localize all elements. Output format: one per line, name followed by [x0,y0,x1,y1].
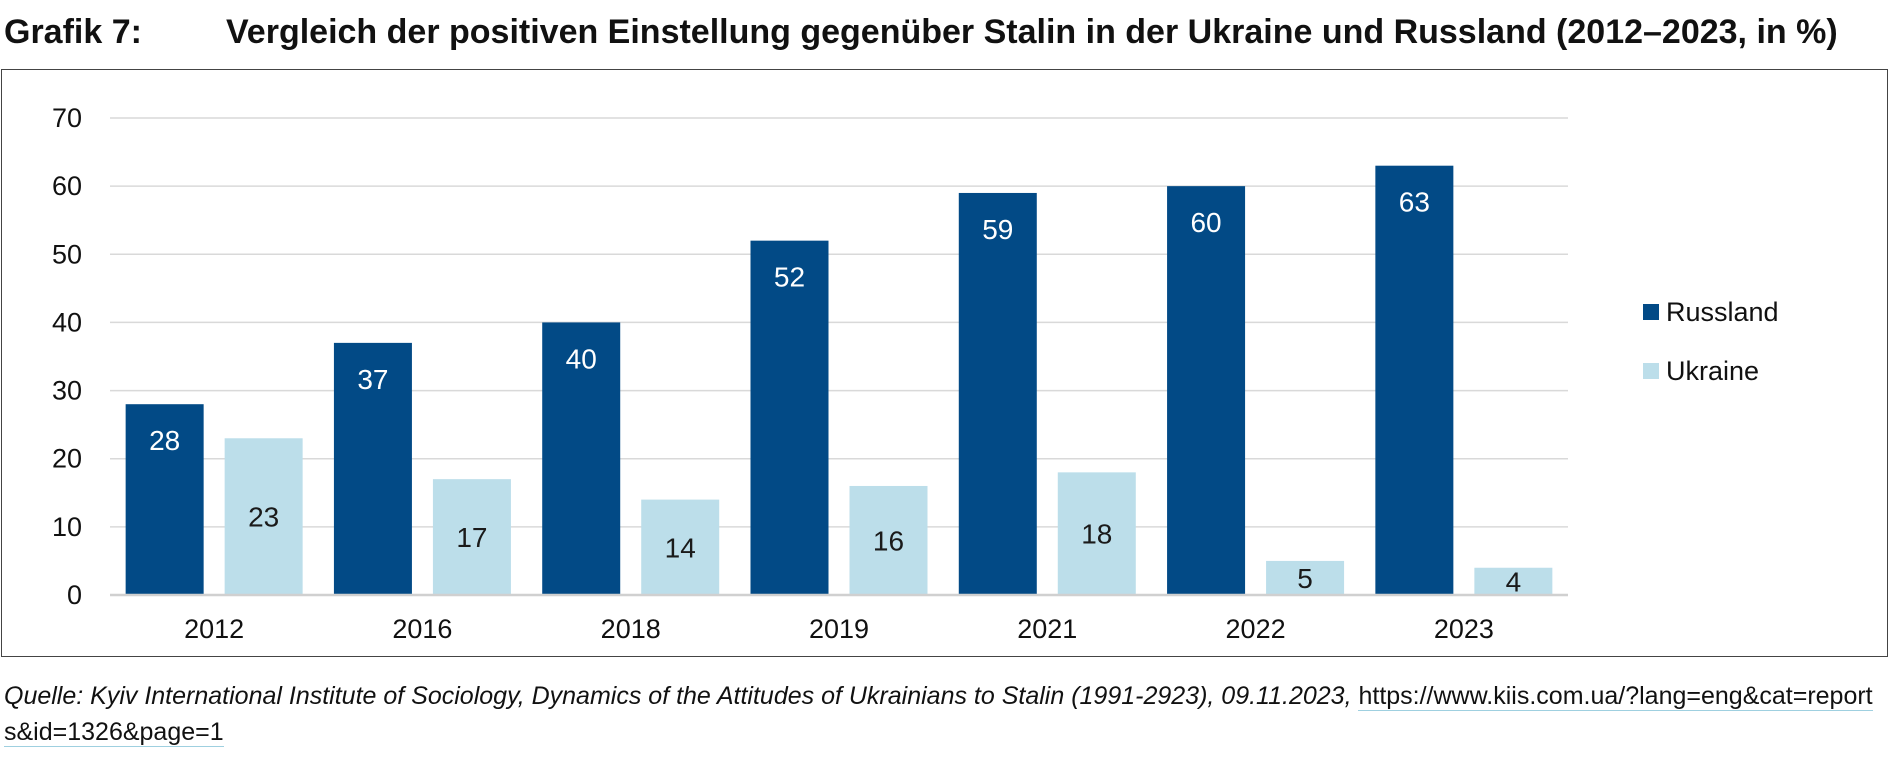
y-tick-label: 60 [52,171,82,201]
bar-chart: 28 23 37 17 40 14 52 16 59 18 60 5 63 4 0 10 20 30 40 50 60… [52,103,1779,644]
legend-swatch-ukraine [1643,363,1659,379]
figure-label: Grafik 7: [4,13,142,51]
data-label-ukraine-2012: 23 [248,502,279,533]
legend-label-russland: Russland [1666,297,1779,327]
bar-ukraine-2012 [224,438,303,595]
chart-title: Vergleich der positiven Einstellung gege… [226,13,1838,51]
y-tick-label: 70 [52,103,82,133]
y-tick-label: 0 [67,580,82,610]
bar-russland-2012 [125,404,204,595]
x-tick-label: 2023 [1434,614,1494,644]
legend-label-ukraine: Ukraine [1666,356,1759,386]
source-note: Quelle: Kyiv International Institute of … [4,678,1884,750]
data-label-russland-2021: 59 [982,214,1013,245]
bar-ukraine-2018 [641,499,720,595]
bar-russland-2016 [333,342,412,595]
x-tick-label: 2012 [184,614,244,644]
bar-russland-2022 [1167,186,1246,595]
data-label-ukraine-2022: 5 [1297,563,1313,594]
y-tick-label: 20 [52,444,82,474]
chart-title-row: Grafik 7: Vergleich der positiven Einste… [4,6,1887,58]
y-tick-label: 50 [52,239,82,269]
x-tick-label: 2021 [1017,614,1077,644]
bar-ukraine-2023 [1474,567,1553,595]
bar-russland-2019 [750,240,829,595]
bar-ukraine-2019 [849,485,928,595]
bar-ukraine-2016 [432,479,511,595]
bar-russland-2023 [1375,165,1454,595]
data-label-ukraine-2016: 17 [456,522,487,553]
data-label-russland-2016: 37 [357,364,388,395]
chart-frame: 28 23 37 17 40 14 52 16 59 18 60 5 63 4 0 10 20 30 40 50 60… [1,69,1888,657]
bar-russland-2021 [958,192,1037,595]
x-tick-label: 2018 [601,614,661,644]
y-tick-label: 30 [52,376,82,406]
data-label-russland-2018: 40 [566,343,597,374]
x-tick-label: 2016 [392,614,452,644]
data-label-russland-2019: 52 [774,262,805,293]
data-label-russland-2023: 63 [1399,187,1430,218]
data-label-russland-2022: 60 [1190,207,1221,238]
bar-russland-2018 [542,322,621,595]
source-text: Quelle: Kyiv International Institute of … [4,682,1352,710]
x-tick-label: 2022 [1226,614,1286,644]
x-tick-label: 2019 [809,614,869,644]
bar-ukraine-2022 [1266,560,1345,595]
data-label-ukraine-2019: 16 [873,525,904,556]
y-tick-label: 10 [52,512,82,542]
data-label-ukraine-2023: 4 [1506,566,1522,597]
y-tick-label: 40 [52,307,82,337]
data-label-ukraine-2021: 18 [1081,519,1112,550]
data-label-russland-2012: 28 [149,425,180,456]
legend-swatch-russland [1643,304,1659,320]
source-link[interactable]: https://www.kiis.com.ua/?lang=eng&cat=re… [4,682,1873,747]
bar-ukraine-2021 [1057,472,1136,595]
data-label-ukraine-2018: 14 [665,532,696,563]
